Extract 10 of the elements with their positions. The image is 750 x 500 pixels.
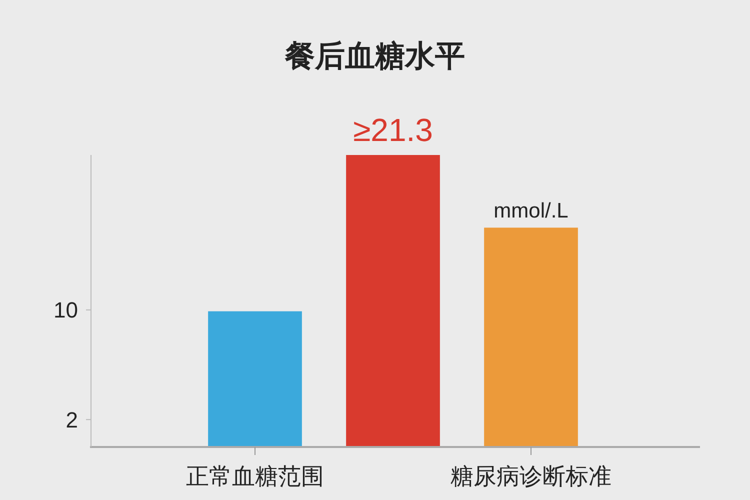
x-tick-label: 正常血糖范围 bbox=[186, 463, 324, 489]
y-tick-label: 2 bbox=[66, 407, 78, 432]
bar bbox=[346, 155, 440, 447]
bar bbox=[484, 228, 578, 447]
data-label: ≥21.3 bbox=[353, 112, 433, 148]
annotation: mmol/.L bbox=[494, 200, 568, 223]
y-tick-label: 10 bbox=[54, 298, 78, 323]
chart-title: 餐后血糖水平 bbox=[284, 40, 465, 73]
bar bbox=[208, 311, 302, 447]
x-tick-label: 糖尿病诊断标准 bbox=[450, 463, 612, 489]
